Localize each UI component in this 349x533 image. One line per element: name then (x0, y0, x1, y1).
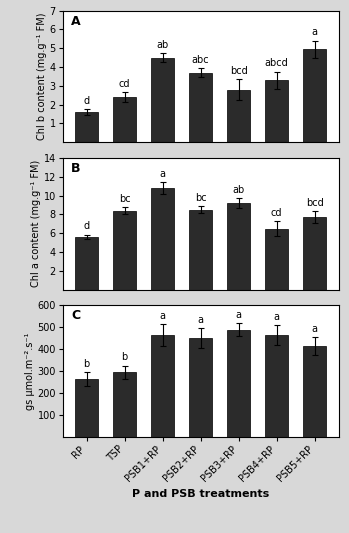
Text: a: a (160, 169, 166, 179)
Text: a: a (312, 28, 318, 37)
Text: a: a (198, 315, 204, 325)
Bar (75, 237, 98, 289)
Bar (189, 72, 212, 142)
Text: B: B (71, 162, 81, 175)
Text: b: b (121, 352, 128, 362)
X-axis label: P and PSB treatments: P and PSB treatments (132, 489, 269, 499)
Bar (303, 217, 326, 289)
Bar (151, 188, 174, 289)
Bar (75, 379, 98, 437)
Text: bc: bc (119, 194, 131, 204)
Y-axis label: Chl a content (mg.g⁻¹ FM): Chl a content (mg.g⁻¹ FM) (31, 160, 41, 287)
Bar (303, 49, 326, 142)
Text: cd: cd (119, 79, 131, 89)
Bar (227, 329, 250, 437)
Text: abc: abc (192, 55, 209, 64)
Bar (151, 58, 174, 142)
Bar (303, 346, 326, 437)
Text: d: d (84, 221, 90, 231)
Bar (151, 335, 174, 437)
Text: a: a (274, 312, 280, 322)
Bar (265, 80, 288, 142)
Text: d: d (84, 96, 90, 106)
Text: a: a (160, 311, 166, 321)
Text: A: A (71, 14, 81, 28)
Text: ab: ab (232, 185, 245, 195)
Text: bcd: bcd (230, 66, 247, 76)
Bar (113, 211, 136, 289)
Bar (189, 338, 212, 437)
Text: a: a (236, 310, 242, 320)
Bar (113, 97, 136, 142)
Bar (227, 90, 250, 142)
Text: bc: bc (195, 193, 207, 203)
Bar (227, 203, 250, 289)
Y-axis label: gs µmol.m⁻².s⁻¹: gs µmol.m⁻².s⁻¹ (24, 333, 35, 410)
Text: cd: cd (271, 208, 282, 218)
Bar (75, 112, 98, 142)
Text: b: b (84, 359, 90, 369)
Text: abcd: abcd (265, 59, 289, 68)
Bar (113, 373, 136, 437)
Text: C: C (71, 309, 80, 322)
Text: ab: ab (157, 39, 169, 50)
Text: a: a (312, 324, 318, 334)
Bar (189, 210, 212, 289)
Text: bcd: bcd (306, 198, 324, 208)
Y-axis label: Chl b content (mg.g⁻¹ FM): Chl b content (mg.g⁻¹ FM) (37, 13, 47, 140)
Bar (265, 335, 288, 437)
Bar (265, 229, 288, 289)
